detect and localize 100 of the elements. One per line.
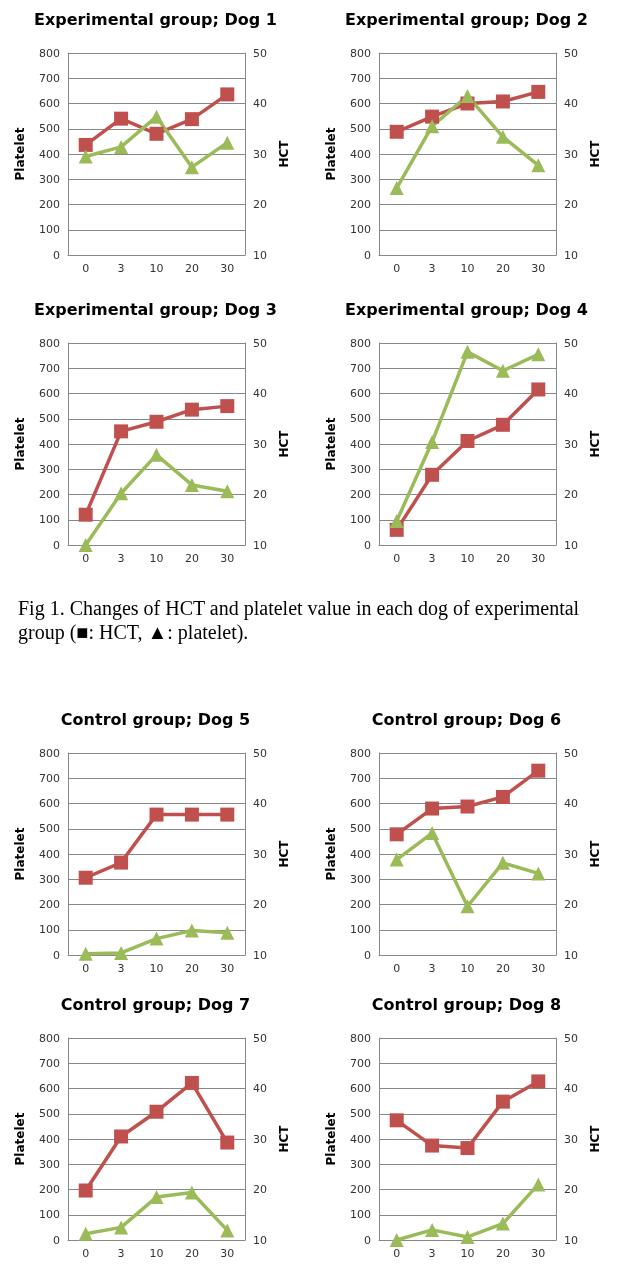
x-tick-label: 20 xyxy=(495,962,510,975)
y-tick-label: 600 xyxy=(350,387,371,400)
y-tick-label: 600 xyxy=(39,1082,60,1095)
y2-tick-label: 30 xyxy=(253,437,267,451)
point xyxy=(78,137,93,152)
x-tick-label: 0 xyxy=(82,962,90,975)
y2-tick-label: 20 xyxy=(253,1183,267,1196)
point xyxy=(184,1075,199,1090)
point xyxy=(114,486,129,501)
point xyxy=(114,111,129,126)
point xyxy=(220,399,235,414)
chart-title: Control group; Dog 5 xyxy=(60,709,251,729)
y2-axis-title: HCT xyxy=(587,429,602,458)
x-tick-label: 3 xyxy=(428,262,436,275)
y-tick-label: 400 xyxy=(350,847,371,861)
point xyxy=(460,1141,475,1156)
y-tick-label: 700 xyxy=(350,361,371,375)
caption: Fig 1. Changes of HCT and platelet value in each dog of experimental group (■: HCT, ▲: platelet). xyxy=(18,596,581,644)
y-tick-label: 600 xyxy=(350,797,371,810)
point xyxy=(220,484,235,499)
y-tick-label: 400 xyxy=(350,147,371,161)
y-tick-label: 300 xyxy=(350,1157,371,1171)
point xyxy=(78,507,93,522)
y-axis-title: Platelet xyxy=(324,827,338,881)
x-tick-label: 20 xyxy=(495,1247,510,1260)
y2-tick-label: 30 xyxy=(253,1132,267,1146)
y-tick-label: 400 xyxy=(350,437,371,451)
y-tick-label: 100 xyxy=(39,1208,60,1222)
y-tick-label: 400 xyxy=(350,1132,371,1146)
x-tick-label: 10 xyxy=(460,962,475,975)
point xyxy=(184,402,199,417)
y2-tick-label: 20 xyxy=(564,1183,578,1196)
y2-tick-label: 40 xyxy=(253,387,267,400)
point xyxy=(495,789,510,804)
y-axis-title: Platelet xyxy=(324,1112,338,1166)
point xyxy=(184,923,199,938)
point xyxy=(149,931,164,946)
y2-tick-label: 20 xyxy=(253,198,267,211)
y2-tick-label: 30 xyxy=(253,847,267,861)
y-tick-label: 100 xyxy=(350,923,371,937)
point xyxy=(78,149,93,164)
point xyxy=(78,1226,93,1241)
point xyxy=(114,1220,129,1235)
point xyxy=(425,826,440,841)
point xyxy=(149,109,164,124)
y2-axis-title: HCT xyxy=(276,429,291,458)
y-tick-label: 400 xyxy=(39,847,60,861)
y-tick-label: 200 xyxy=(39,1183,60,1196)
y-tick-label: 100 xyxy=(39,923,60,937)
y-tick-label: 800 xyxy=(350,1031,371,1045)
x-tick-label: 3 xyxy=(428,962,436,975)
point xyxy=(495,363,510,378)
x-tick-label: 0 xyxy=(82,552,90,565)
x-tick-label: 0 xyxy=(393,552,401,565)
point xyxy=(149,807,164,822)
point xyxy=(220,807,235,822)
point xyxy=(531,866,546,881)
y2-tick-label: 30 xyxy=(564,437,578,451)
point xyxy=(425,1222,440,1237)
x-tick-label: 20 xyxy=(184,552,199,565)
y2-tick-label: 40 xyxy=(564,797,578,810)
y-tick-label: 700 xyxy=(39,71,60,85)
y2-tick-label: 10 xyxy=(253,248,267,262)
point xyxy=(220,925,235,940)
y-tick-label: 200 xyxy=(350,898,371,911)
y-axis-title: Platelet xyxy=(13,1112,27,1166)
y2-tick-label: 10 xyxy=(253,1233,267,1247)
x-tick-label: 0 xyxy=(393,262,401,275)
y-tick-label: 800 xyxy=(39,746,60,760)
point xyxy=(149,447,164,462)
point xyxy=(114,855,129,870)
point xyxy=(425,109,440,124)
point xyxy=(495,417,510,432)
y-tick-label: 300 xyxy=(39,872,60,886)
y2-tick-label: 50 xyxy=(564,1031,578,1045)
point xyxy=(114,424,129,439)
x-tick-label: 20 xyxy=(495,262,510,275)
point xyxy=(460,799,475,814)
y-tick-label: 0 xyxy=(53,948,60,962)
y2-tick-label: 10 xyxy=(564,248,578,262)
y-tick-label: 500 xyxy=(39,822,60,836)
chart-title: Experimental group; Dog 2 xyxy=(345,9,588,29)
x-tick-label: 30 xyxy=(220,262,235,275)
y2-tick-label: 10 xyxy=(564,1233,578,1247)
x-tick-label: 0 xyxy=(393,962,401,975)
y-tick-label: 200 xyxy=(350,1183,371,1196)
x-tick-label: 10 xyxy=(149,1247,164,1260)
y-tick-label: 500 xyxy=(39,412,60,426)
y-tick-label: 100 xyxy=(350,223,371,237)
point xyxy=(495,94,510,109)
y2-tick-label: 20 xyxy=(564,198,578,211)
y-tick-label: 800 xyxy=(350,336,371,350)
y2-tick-label: 40 xyxy=(253,797,267,810)
y2-tick-label: 20 xyxy=(253,898,267,911)
y2-tick-label: 50 xyxy=(253,336,267,350)
y-tick-label: 600 xyxy=(350,1082,371,1095)
point xyxy=(389,1233,404,1247)
x-tick-label: 0 xyxy=(82,262,90,275)
point xyxy=(114,945,129,960)
y-tick-label: 600 xyxy=(39,97,60,110)
